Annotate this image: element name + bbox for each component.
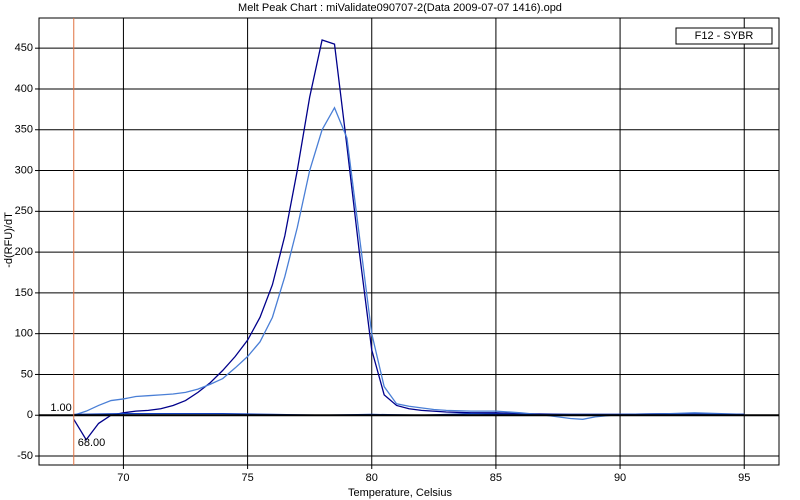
x-tick-label: 95 [738, 472, 750, 484]
x-tick-label: 85 [490, 472, 502, 484]
legend-label: F12 - SYBR [695, 30, 754, 42]
y-tick-label: 300 [15, 164, 33, 176]
y-tick-label: 0 [27, 409, 33, 421]
y-tick-label: 350 [15, 124, 33, 136]
plot-area [38, 17, 780, 466]
y-tick-label: 400 [15, 83, 33, 95]
marker-label: 68.00 [78, 437, 106, 449]
x-tick-label: 75 [241, 472, 253, 484]
x-tick-label: 90 [614, 472, 626, 484]
x-axis-label: Temperature, Celsius [348, 487, 452, 499]
y-axis-label: -d(RFU)/dT [3, 212, 15, 268]
marker-label: 1.00 [50, 402, 71, 414]
y-tick-label: 150 [15, 287, 33, 299]
y-tick-label: 100 [15, 328, 33, 340]
series-line [73, 39, 745, 441]
chart-title: Melt Peak Chart : miValidate090707-2(Dat… [238, 2, 562, 14]
y-tick-label: 50 [21, 368, 33, 380]
y-tick-label: 450 [15, 42, 33, 54]
y-tick-label: -50 [17, 450, 33, 462]
y-tick-label: 200 [15, 246, 33, 258]
x-tick-label: 80 [366, 472, 378, 484]
y-tick-label: 250 [15, 205, 33, 217]
legend-box [675, 27, 773, 45]
x-tick-label: 70 [117, 472, 129, 484]
